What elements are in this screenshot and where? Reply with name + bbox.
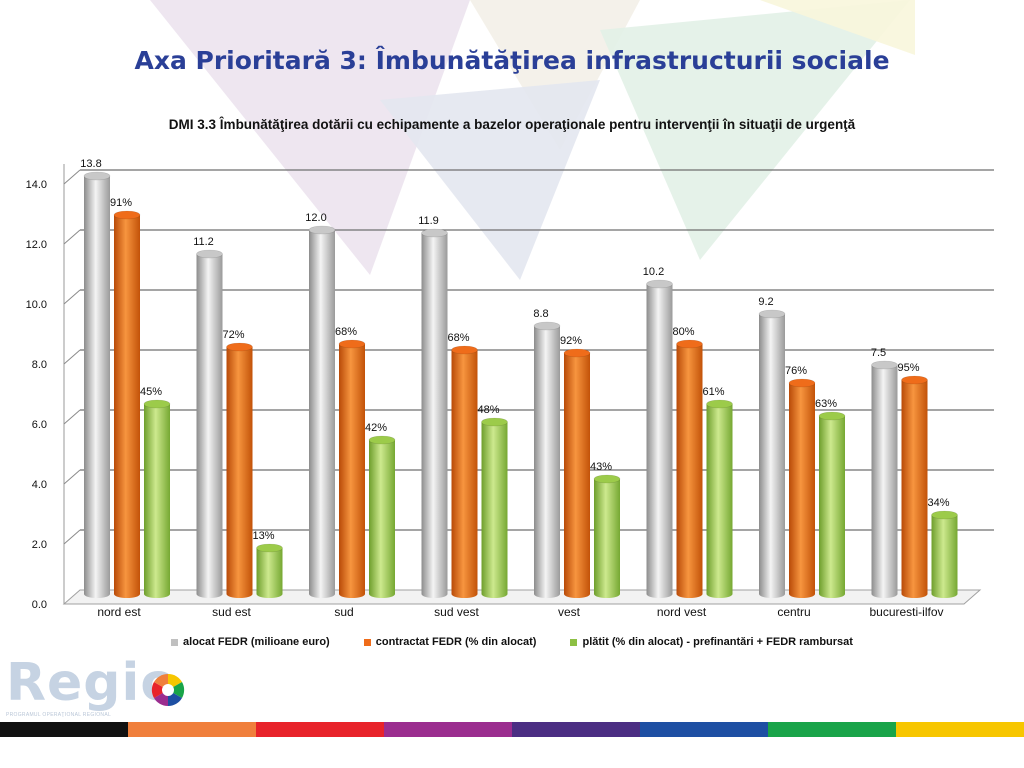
contracted-value-label: 76%	[785, 365, 807, 377]
contracted-bar	[788, 378, 816, 598]
x-category-label: centru	[777, 605, 810, 619]
allocated-bar	[308, 225, 336, 598]
legend-label-contracted: contractat FEDR (% din alocat)	[375, 636, 537, 648]
paid-value-label: 43%	[590, 461, 612, 473]
legend-item-paid: plătit (% din alocat) - prefinantări + F…	[570, 636, 853, 648]
allocated-bar	[196, 249, 223, 598]
gridline-depth	[63, 289, 81, 305]
allocated-bar	[83, 171, 111, 598]
gridline-depth	[63, 169, 81, 185]
x-category-label: sud vest	[434, 605, 479, 619]
allocated-bar	[646, 279, 673, 598]
paid-bar	[368, 435, 396, 598]
y-tick-label: 6.0	[32, 419, 47, 431]
allocated-bar	[758, 309, 786, 598]
background-decoration	[150, 0, 915, 280]
contracted-value-label: 68%	[335, 326, 357, 338]
paid-bar	[593, 474, 621, 598]
paid-bar	[256, 543, 283, 598]
contracted-bar	[451, 345, 478, 598]
contracted-value-label: 68%	[447, 332, 469, 344]
y-tick-label: 8.0	[32, 359, 47, 371]
color-strip-segment	[384, 722, 512, 737]
color-strip-segment	[896, 722, 1024, 737]
contracted-bar	[676, 339, 703, 598]
paid-bar	[931, 510, 958, 598]
allocated-value-label: 9.2	[758, 296, 773, 308]
legend-item-allocated: alocat FEDR (milioane euro)	[171, 636, 330, 648]
contracted-value-label: 91%	[110, 197, 132, 209]
color-strip-segment	[640, 722, 768, 737]
x-category-label: vest	[558, 605, 581, 619]
gridline-depth	[63, 229, 81, 245]
color-strip-segment	[512, 722, 640, 737]
allocated-bar	[871, 360, 898, 598]
legend-swatch-paid	[570, 638, 578, 646]
contracted-bar	[226, 342, 253, 598]
contracted-value-label: 95%	[897, 362, 919, 374]
contracted-value-label: 72%	[222, 329, 244, 341]
color-strip-segment	[0, 722, 128, 737]
allocated-value-label: 13.8	[80, 158, 101, 170]
y-tick-label: 4.0	[32, 479, 47, 491]
regio-logo-subtitle: PROGRAMUL OPERAŢIONAL REGIONAL	[6, 712, 112, 718]
color-strip-segment	[128, 722, 256, 737]
allocated-value-label: 10.2	[643, 266, 664, 278]
contracted-value-label: 80%	[672, 326, 694, 338]
paid-bar	[143, 399, 171, 598]
allocated-bar	[421, 228, 448, 598]
bar-chart: 0.0 2.0 4.0 6.0 8.0 10.0 12.0 14.0 13.8 91% 45% nor…	[26, 158, 994, 619]
y-tick-label: 14.0	[26, 179, 47, 191]
paid-bar	[706, 399, 733, 598]
allocated-value-label: 7.5	[871, 347, 886, 359]
paid-value-label: 48%	[477, 404, 499, 416]
x-category-label: nord vest	[657, 605, 707, 619]
paid-value-label: 63%	[815, 398, 837, 410]
legend-swatch-allocated	[171, 638, 179, 646]
regio-logo-text: Regio	[6, 653, 178, 713]
color-strip	[0, 722, 1024, 737]
x-category-label: sud	[334, 605, 353, 619]
paid-value-label: 42%	[365, 422, 387, 434]
slide-title: Axa Prioritară 3: Îmbunătăţirea infrastr…	[134, 46, 890, 75]
y-tick-label: 0.0	[32, 599, 47, 611]
paid-value-label: 61%	[702, 386, 724, 398]
contracted-bar	[113, 210, 141, 598]
contracted-bar	[901, 375, 928, 598]
regio-wheel-icon	[151, 673, 185, 707]
allocated-value-label: 12.0	[305, 212, 326, 224]
allocated-bar	[533, 321, 561, 598]
x-category-label: nord est	[97, 605, 141, 619]
chart-legend: alocat FEDR (milioane euro) contractat F…	[0, 636, 1024, 648]
allocated-value-label: 8.8	[533, 308, 548, 320]
gridline-depth	[63, 409, 81, 425]
legend-swatch-contracted	[363, 638, 371, 646]
x-category-label: bucuresti-ilfov	[869, 605, 943, 619]
chart-title: DMI 3.3 Îmbunătăţirea dotării cu echipam…	[168, 117, 856, 132]
gridline-depth	[63, 529, 81, 545]
y-tick-label: 12.0	[26, 239, 47, 251]
paid-value-label: 45%	[140, 386, 162, 398]
color-strip-segment	[768, 722, 896, 737]
y-tick-label: 2.0	[32, 539, 47, 551]
legend-label-paid: plătit (% din alocat) - prefinantări + F…	[582, 636, 853, 648]
gridline-depth	[63, 469, 81, 485]
x-category-label: sud est	[212, 605, 251, 619]
chart-floor	[62, 589, 982, 605]
contracted-bar	[338, 339, 366, 598]
paid-bar	[481, 417, 508, 598]
y-tick-label: 10.0	[26, 299, 47, 311]
allocated-value-label: 11.2	[193, 236, 214, 248]
legend-label-allocated: alocat FEDR (milioane euro)	[183, 636, 330, 648]
paid-value-label: 34%	[927, 497, 949, 509]
allocated-value-label: 11.9	[418, 215, 439, 227]
paid-bar	[818, 411, 846, 598]
paid-value-label: 13%	[252, 530, 274, 542]
legend-item-contracted: contractat FEDR (% din alocat)	[363, 636, 537, 648]
color-strip-segment	[256, 722, 384, 737]
gridline-depth	[63, 349, 81, 365]
contracted-bar	[563, 348, 591, 598]
contracted-value-label: 92%	[560, 335, 582, 347]
